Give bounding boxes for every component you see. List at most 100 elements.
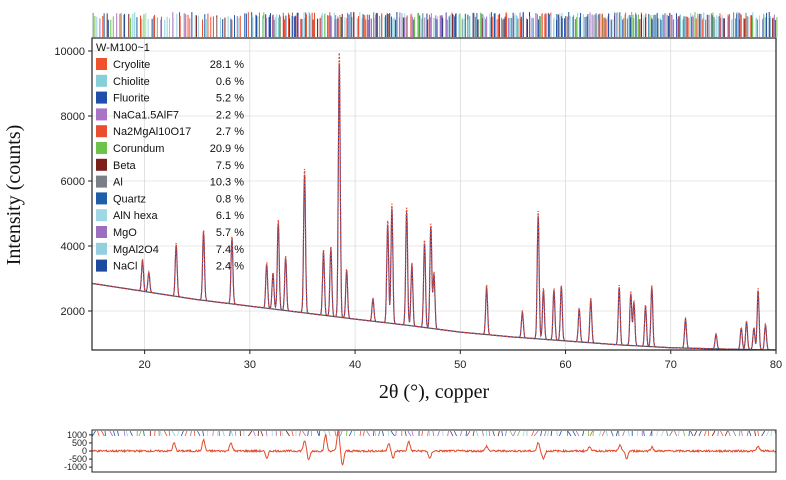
- difference-reflection-marker: [202, 430, 205, 437]
- legend-phase-value: 2.7 %: [216, 126, 244, 138]
- difference-reflection-marker: [229, 430, 231, 437]
- difference-reflection-marker: [427, 430, 429, 437]
- difference-reflection-marker: [234, 430, 237, 437]
- difference-reflection-marker: [575, 430, 580, 437]
- difference-reflection-marker: [248, 430, 253, 437]
- difference-reflection-marker: [302, 430, 306, 437]
- difference-reflection-marker: [738, 430, 741, 437]
- difference-reflection-marker: [450, 430, 454, 437]
- difference-reflection-marker: [615, 430, 619, 437]
- difference-reflection-marker: [97, 430, 100, 437]
- difference-reflection-marker: [711, 430, 716, 437]
- x-tick-label: 80: [770, 359, 782, 371]
- legend-swatch: [96, 192, 107, 205]
- difference-reflection-marker: [559, 430, 562, 437]
- legend-swatch: [96, 209, 107, 222]
- difference-reflection-marker: [168, 430, 171, 437]
- legend-swatch: [96, 226, 107, 238]
- legend-phase-value: 5.7 %: [216, 227, 244, 239]
- difference-reflection-marker: [622, 430, 625, 437]
- x-tick-label: 60: [559, 359, 571, 371]
- legend-phase-name: MgO: [113, 227, 137, 239]
- difference-tick-label: -500: [69, 454, 87, 464]
- legend-swatch: [96, 58, 107, 70]
- difference-reflection-marker: [447, 430, 449, 437]
- x-axis-title: 2θ (°), copper: [379, 381, 490, 403]
- difference-reflection-marker: [197, 430, 201, 437]
- legend-phase-value: 0.8 %: [216, 193, 244, 205]
- difference-reflection-marker: [299, 430, 301, 437]
- difference-reflection-marker: [610, 430, 614, 437]
- y-tick-label: 8000: [61, 111, 85, 123]
- difference-reflection-marker: [101, 430, 105, 437]
- difference-reflection-marker: [582, 430, 585, 437]
- difference-tick-label: -1000: [64, 462, 87, 472]
- difference-reflection-marker: [307, 430, 309, 437]
- legend-swatch: [96, 125, 107, 138]
- legend-phase-name: Quartz: [113, 193, 146, 205]
- difference-reflection-marker: [359, 430, 362, 437]
- difference-reflection-marker: [550, 430, 553, 437]
- observed-pattern: [92, 52, 776, 351]
- legend-swatch: [96, 91, 107, 104]
- difference-reflection-marker: [517, 430, 520, 437]
- x-tick-label: 20: [138, 359, 150, 371]
- difference-reflection-marker: [184, 430, 188, 437]
- difference-reflection-marker: [92, 430, 96, 437]
- x-tick-label: 30: [244, 359, 256, 371]
- difference-reflection-marker: [674, 430, 678, 437]
- difference-reflection-marker: [109, 430, 113, 437]
- legend-swatch: [96, 175, 107, 188]
- difference-reflection-marker: [466, 430, 471, 437]
- legend-swatch: [96, 142, 107, 154]
- difference-reflection-marker: [260, 430, 264, 437]
- background-curve: [92, 282, 776, 351]
- difference-tick-label: 500: [72, 438, 87, 448]
- difference-reflection-marker: [482, 430, 484, 437]
- legend-phase-value: 28.1 %: [210, 59, 244, 71]
- difference-reflection-marker: [123, 430, 126, 437]
- difference-reflection-marker: [704, 430, 707, 437]
- difference-reflection-marker: [465, 430, 467, 437]
- difference-reflection-marker: [362, 430, 365, 437]
- difference-reflection-marker: [746, 430, 749, 437]
- legend-phase-value: 7.5 %: [216, 160, 244, 172]
- difference-reflection-marker: [411, 430, 414, 437]
- difference-reflection-marker: [748, 430, 752, 437]
- difference-reflection-marker: [690, 430, 694, 437]
- legend-phase-name: Cryolite: [113, 59, 150, 71]
- x-tick-label: 70: [665, 359, 677, 371]
- legend-swatch: [96, 158, 107, 171]
- difference-reflection-marker: [348, 430, 353, 437]
- difference-reflection-marker: [601, 430, 605, 437]
- difference-reflection-marker: [546, 430, 550, 437]
- difference-reflection-marker: [432, 430, 435, 437]
- difference-reflection-marker: [754, 430, 756, 437]
- x-axis-ticks: 20 30 40 50 60 70 80: [138, 350, 782, 371]
- legend-phase-value: 20.9 %: [210, 143, 244, 155]
- difference-reflection-marker: [694, 430, 698, 437]
- y-tick-label: 2000: [61, 306, 85, 318]
- difference-reflection-marker: [176, 430, 180, 437]
- difference-reflection-marker: [113, 430, 116, 437]
- difference-reflection-marker: [472, 430, 475, 437]
- difference-reflection-marker: [285, 430, 290, 437]
- difference-reflection-marker: [437, 430, 440, 437]
- difference-reflection-marker: [222, 430, 225, 437]
- difference-reflection-marker: [656, 430, 659, 437]
- difference-reflection-marker: [522, 430, 525, 437]
- difference-reflection-marker: [460, 430, 463, 437]
- difference-reflection-marker: [328, 430, 331, 437]
- difference-reflection-marker: [605, 430, 608, 437]
- difference-reflection-marker: [395, 430, 397, 437]
- difference-reflection-marker: [628, 430, 630, 437]
- main-plot-frame: [91, 37, 777, 351]
- legend-swatch: [96, 108, 107, 121]
- y-axis-title: Intensity (counts): [3, 125, 25, 266]
- difference-reflection-marker: [509, 430, 514, 437]
- difference-reflection-marker: [720, 430, 724, 437]
- difference-reflection-marker: [171, 430, 176, 437]
- difference-reflection-marker: [407, 430, 412, 437]
- difference-reflection-marker: [567, 430, 572, 437]
- difference-reflection-marker: [129, 430, 133, 437]
